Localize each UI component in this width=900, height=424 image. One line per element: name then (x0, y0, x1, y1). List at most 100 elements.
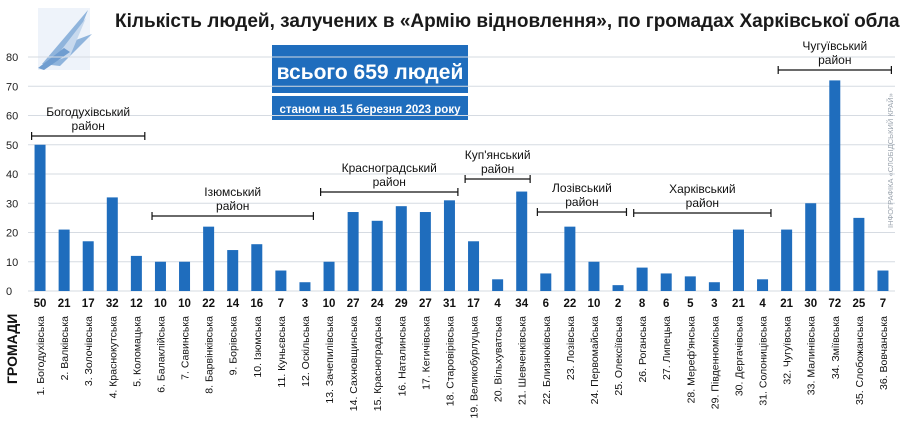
total-label: всього 659 людей (277, 61, 464, 84)
category-label: 18. Старовірівська (444, 316, 456, 406)
district-label: район (481, 162, 514, 176)
bar (468, 241, 480, 291)
value-label: 22 (202, 298, 215, 310)
y-tick-label: 40 (6, 169, 18, 181)
bar (781, 229, 793, 291)
district-bracket (536, 208, 628, 216)
bar (877, 270, 889, 291)
category-label: 20. Вільхуватська (493, 316, 505, 402)
bar (492, 279, 504, 291)
x-axis-label: ГРОМАДИ (4, 314, 20, 384)
bar (275, 270, 287, 291)
district-label: Красноградський (342, 161, 437, 175)
category-label: 34. Зміївська (830, 316, 842, 379)
district-label: район (818, 53, 851, 67)
category-label: 26. Роганська (637, 316, 649, 383)
chart-title: Кількість людей, залучених в «Армію відн… (115, 11, 900, 32)
value-label: 27 (347, 298, 360, 310)
date-label: станом на 15 березня 2023 року (280, 104, 462, 116)
value-label: 21 (732, 298, 745, 310)
district-brackets: БогодухівськийрайонІзюмськийрайонКрасног… (31, 39, 892, 220)
category-label: 29. Південноміська (709, 316, 721, 409)
y-tick-label: 0 (6, 286, 12, 298)
district-bracket (777, 66, 892, 74)
category-label: 31. Солоницівська (758, 316, 770, 406)
bars (34, 80, 889, 292)
bar (805, 203, 817, 291)
value-label: 34 (515, 298, 528, 310)
category-label: 27. Липецька (661, 316, 673, 380)
y-tick-label: 10 (6, 257, 18, 269)
category-label: 32. Чугуївська (782, 316, 794, 385)
value-label: 3 (711, 298, 717, 310)
y-tick-label: 30 (6, 198, 18, 210)
y-tick-label: 50 (6, 140, 18, 152)
category-label: 9. Борівська (228, 316, 240, 376)
value-label: 32 (106, 298, 119, 310)
district-label: район (72, 119, 105, 133)
bar (443, 200, 455, 291)
value-label: 7 (278, 298, 284, 310)
value-label: 72 (828, 298, 841, 310)
bar (179, 261, 191, 291)
district-label: район (565, 195, 598, 209)
district-label: Богодухівський (46, 105, 130, 119)
category-label: 36. Вовчанська (878, 316, 890, 390)
value-label: 10 (323, 298, 336, 310)
category-labels: 1. Богодухівська 2. Валківська 3. Золочівс… (35, 316, 890, 419)
category-label: 30. Дергачівська (733, 316, 745, 396)
bar (227, 250, 239, 291)
bar (732, 229, 744, 291)
district-bracket (31, 132, 146, 140)
value-label: 21 (58, 298, 71, 310)
value-label: 2 (615, 298, 621, 310)
logo-icon (38, 8, 92, 70)
category-label: 6. Балаклійська (155, 316, 167, 393)
value-label: 16 (250, 298, 263, 310)
category-label: 8. Барвінківська (204, 316, 216, 394)
bar (757, 279, 769, 291)
category-label: 4. Краснокутська (107, 316, 119, 399)
value-label: 8 (639, 298, 646, 310)
district-label: район (373, 175, 406, 189)
bar (347, 212, 359, 291)
category-label: 17. Кегичівська (420, 316, 432, 390)
category-label: 33. Малинівська (806, 316, 818, 395)
category-label: 24. Первомайська (589, 316, 601, 405)
bar (829, 80, 841, 292)
value-label: 12 (130, 298, 143, 310)
category-label: 2. Валківська (59, 316, 71, 381)
value-label: 6 (663, 298, 669, 310)
district-label: Ізюмський (204, 185, 261, 199)
bar (419, 212, 431, 291)
category-label: 25. Олексіївська (613, 316, 625, 396)
category-label: 28. Мереф'янська (685, 316, 697, 404)
grid-lines (28, 56, 895, 292)
bar (251, 244, 263, 291)
category-label: 11. Куньєвська (276, 316, 288, 388)
value-label: 4 (759, 298, 766, 310)
value-label: 10 (178, 298, 191, 310)
bar (588, 261, 600, 291)
district-bracket (633, 209, 772, 217)
district-bracket (464, 175, 531, 183)
value-label: 27 (419, 298, 432, 310)
category-label: 1. Богодухівська (35, 316, 47, 396)
bar (853, 217, 865, 291)
category-label: 13. Зачепилівська (324, 316, 336, 404)
bar (540, 273, 552, 291)
y-tick-label: 80 (6, 52, 18, 64)
y-tick-label: 60 (6, 111, 18, 123)
category-label: 14. Сахновщинська (348, 316, 360, 411)
bar (299, 282, 311, 291)
category-label: 10. Ізюмська (252, 316, 264, 378)
value-label: 31 (443, 298, 456, 310)
category-label: 15. Красноградська (372, 316, 384, 411)
bar (636, 267, 648, 291)
y-axis-ticks: 0 10 20 30 40 50 60 70 80 (6, 52, 18, 298)
category-label: 21. Шевченківська (517, 316, 529, 405)
district-bracket (151, 212, 314, 220)
value-label: 25 (852, 298, 865, 310)
value-label: 5 (687, 298, 694, 310)
